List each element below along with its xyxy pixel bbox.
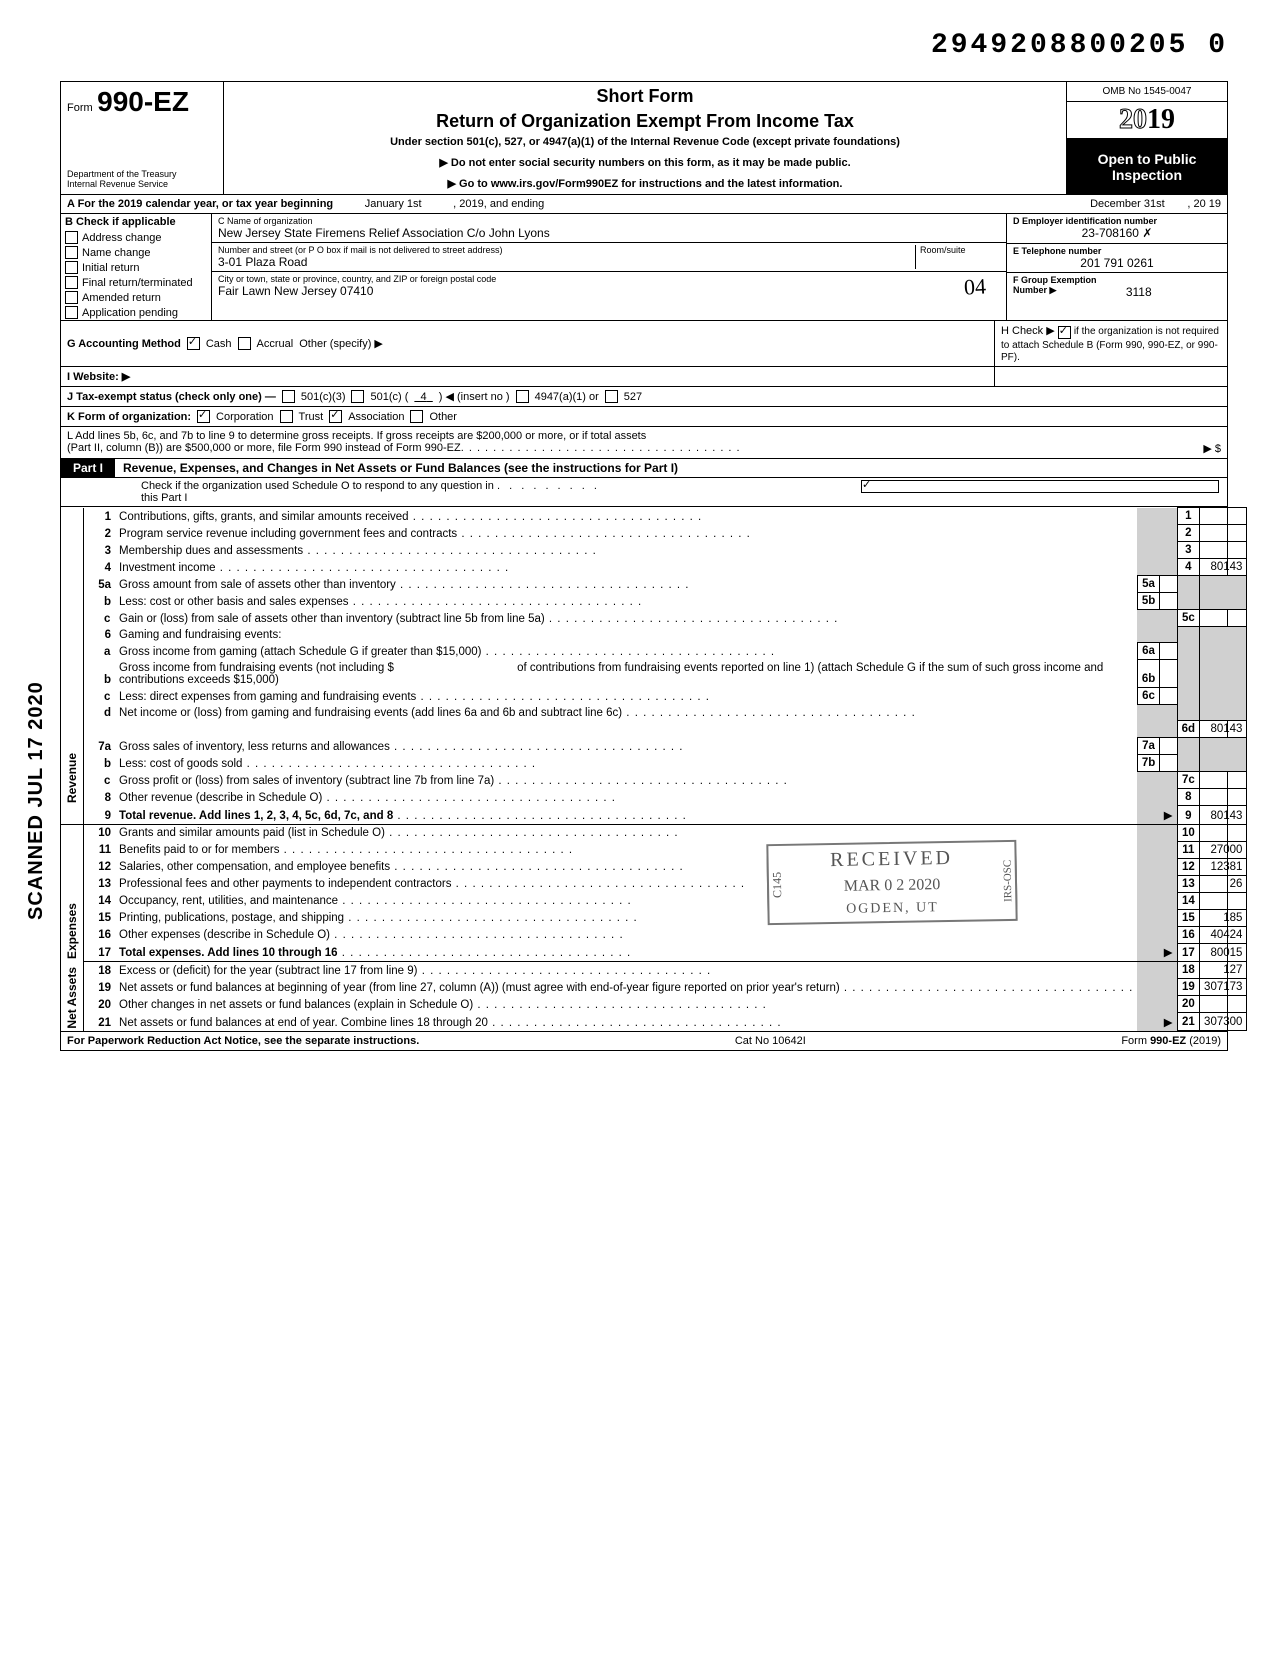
chk-association[interactable] — [329, 410, 342, 423]
row-k-form-org: K Form of organization: Corporation Trus… — [61, 407, 1227, 427]
group-exemption: 3118 — [1056, 285, 1221, 299]
chk-schedule-b[interactable] — [1058, 326, 1071, 339]
row-l: L Add lines 5b, 6c, and 7b to line 9 to … — [61, 427, 1227, 459]
val-17: 80015 — [1200, 943, 1247, 962]
chk-trust[interactable] — [280, 410, 293, 423]
row-g-h: G Accounting Method Cash Accrual Other (… — [61, 321, 1227, 367]
barcode-number: 2949208800205 0 — [60, 30, 1228, 61]
telephone: 201 791 0261 — [1013, 256, 1221, 270]
lines-table: Revenue 1Contributions, gifts, grants, a… — [61, 507, 1247, 1031]
col-b-checkboxes: B Check if applicable Address change Nam… — [61, 214, 212, 320]
chk-address-change[interactable] — [65, 231, 78, 244]
scanned-stamp: SCANNED JUL 17 2020 — [25, 681, 48, 920]
footer-left: For Paperwork Reduction Act Notice, see … — [67, 1035, 419, 1047]
chk-pending[interactable] — [65, 306, 78, 319]
col-def: D Employer identification number 23-7081… — [1006, 214, 1227, 320]
return-title: Return of Organization Exempt From Incom… — [234, 111, 1056, 132]
val-4: 80143 — [1200, 559, 1247, 576]
form-header: Form 990-EZ Department of the Treasury I… — [61, 82, 1227, 195]
subtitle: Under section 501(c), 527, or 4947(a)(1)… — [234, 136, 1056, 148]
org-info-grid: B Check if applicable Address change Nam… — [61, 214, 1227, 321]
val-9: 80143 — [1200, 806, 1247, 825]
footer-form: Form 990-EZ (2019) — [1121, 1035, 1221, 1047]
part1-header: Part I Revenue, Expenses, and Changes in… — [61, 459, 1227, 478]
tax-year: 2019 — [1067, 102, 1227, 139]
chk-accrual[interactable] — [238, 337, 251, 350]
row-j-tax-status: J Tax-exempt status (check only one) — 5… — [61, 387, 1227, 407]
chk-cash[interactable] — [187, 337, 200, 350]
col-c-org: C Name of organization New Jersey State … — [212, 214, 1006, 320]
part1-sub: Check if the organization used Schedule … — [61, 478, 1227, 507]
val-16: 40424 — [1200, 926, 1247, 943]
val-21: 307300 — [1200, 1013, 1247, 1031]
received-stamp: RECEIVED MAR 0 2 2020 OGDEN, UT C145 IRS… — [766, 840, 1017, 925]
handwritten-04: 04 — [963, 273, 986, 300]
val-18: 127 — [1200, 962, 1247, 979]
chk-other-org[interactable] — [410, 410, 423, 423]
dept-irs: Internal Revenue Service — [67, 180, 217, 190]
val-12: 12381 — [1200, 858, 1247, 875]
short-form-title: Short Form — [234, 86, 1056, 107]
org-city: Fair Lawn New Jersey 07410 — [218, 284, 1000, 298]
val-19: 307173 — [1200, 979, 1247, 996]
chk-501c3[interactable] — [282, 390, 295, 403]
instr-ssn: ▶ Do not enter social security numbers o… — [234, 156, 1056, 169]
val-13: 26 — [1200, 875, 1247, 892]
chk-initial-return[interactable] — [65, 261, 78, 274]
instr-url: ▶ Go to www.irs.gov/Form990EZ for instru… — [234, 177, 1056, 190]
chk-final-return[interactable] — [65, 276, 78, 289]
chk-4947a1[interactable] — [516, 390, 529, 403]
lines-area: RECEIVED MAR 0 2 2020 OGDEN, UT C145 IRS… — [61, 507, 1227, 1031]
chk-527[interactable] — [605, 390, 618, 403]
form-990ez: Form 990-EZ Department of the Treasury I… — [60, 81, 1228, 1051]
val-6d: 80143 — [1200, 721, 1247, 738]
chk-amended[interactable] — [65, 291, 78, 304]
chk-schedule-o[interactable] — [861, 480, 1219, 493]
chk-corporation[interactable] — [197, 410, 210, 423]
form-label: Form — [67, 102, 93, 114]
open-to-public: Open to Public Inspection — [1067, 139, 1227, 194]
ein: 23-708160 ✗ — [1013, 226, 1221, 241]
chk-501c[interactable] — [351, 390, 364, 403]
footer: For Paperwork Reduction Act Notice, see … — [61, 1031, 1227, 1050]
val-15: 185 — [1200, 909, 1247, 926]
omb-number: OMB No 1545-0047 — [1067, 82, 1227, 102]
form-number: 990-EZ — [97, 86, 189, 117]
org-name: New Jersey State Firemens Relief Associa… — [218, 226, 1000, 240]
row-a-tax-year: A For the 2019 calendar year, or tax yea… — [61, 195, 1227, 214]
org-street: 3-01 Plaza Road — [218, 255, 915, 269]
row-i-website: I Website: ▶ — [61, 367, 1227, 387]
val-11: 27000 — [1200, 841, 1247, 858]
chk-name-change[interactable] — [65, 246, 78, 259]
footer-cat: Cat No 10642I — [735, 1035, 806, 1047]
